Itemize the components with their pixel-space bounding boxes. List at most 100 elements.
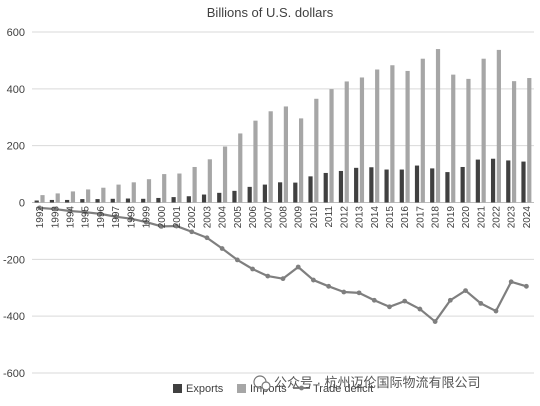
exports-bar <box>49 199 55 203</box>
x-tick-label: 2000 <box>157 206 168 229</box>
x-tick-label: 2001 <box>172 206 183 229</box>
exports-bar <box>201 194 207 203</box>
chart-title: Billions of U.S. dollars <box>207 5 334 20</box>
x-tick-label: 2009 <box>294 206 305 229</box>
imports-bar <box>55 193 60 203</box>
trade-deficit-point <box>402 298 408 304</box>
x-tick-label: 2024 <box>522 206 533 229</box>
trade-deficit-point <box>478 300 484 306</box>
x-tick-label: 2017 <box>415 206 426 229</box>
exports-bar <box>34 200 39 203</box>
trade-deficit-point <box>432 319 438 324</box>
y-tick-label: 0 <box>19 198 25 210</box>
imports-bar <box>329 89 334 203</box>
trade-deficit-point <box>447 297 453 303</box>
imports-bar <box>481 58 486 203</box>
watermark: 公众号 · 杭州迈伦国际物流有限公司 <box>253 375 481 391</box>
legend-label-exports: Exports <box>186 383 224 395</box>
x-tick-label: 2015 <box>385 206 396 229</box>
exports-bar <box>141 198 146 203</box>
exports-bar <box>171 197 176 203</box>
exports-bar <box>338 170 344 203</box>
imports-bar <box>359 77 365 203</box>
exports-bar <box>460 166 465 203</box>
x-tick-label: 2022 <box>491 206 502 229</box>
x-tick-label: 1997 <box>111 206 122 229</box>
imports-bar <box>466 78 471 203</box>
trade-deficit-point <box>204 235 210 241</box>
exports-bar <box>354 167 359 203</box>
trade-deficit-point <box>143 219 149 225</box>
imports-bar <box>435 49 441 203</box>
x-tick-label: 2019 <box>446 206 457 229</box>
imports-bar <box>253 120 258 203</box>
exports-bar <box>217 192 222 203</box>
y-tick-label: 200 <box>7 141 25 153</box>
y-tick-label: -600 <box>3 368 25 380</box>
imports-bar <box>527 78 532 203</box>
trade-deficit-point <box>219 246 225 251</box>
trade-deficit-point <box>280 276 286 282</box>
trade-deficit-point <box>417 306 423 312</box>
imports-bar <box>146 179 152 203</box>
x-tick-label: 1998 <box>126 206 137 229</box>
imports-bar <box>451 74 456 203</box>
trade-deficit-point <box>356 290 362 296</box>
exports-bar <box>278 182 283 203</box>
x-tick-label: 1996 <box>96 206 107 229</box>
y-tick-label: -400 <box>3 311 25 323</box>
exports-bar <box>232 190 237 203</box>
trade-deficit-point <box>326 283 332 289</box>
x-tick-label: 2003 <box>202 206 213 229</box>
trade-deficit-point <box>37 205 43 211</box>
exports-bar <box>293 182 298 203</box>
imports-bar <box>162 174 167 203</box>
x-tick-label: 1994 <box>66 206 77 229</box>
x-tick-label: 2005 <box>233 206 244 229</box>
imports-bar <box>70 191 76 203</box>
exports-bar <box>110 198 115 203</box>
x-tick-label: 2012 <box>339 206 350 229</box>
exports-bar <box>323 172 328 203</box>
grid-lines <box>32 31 534 374</box>
exports-bar <box>247 186 252 203</box>
exports-bar <box>384 169 389 203</box>
y-axis: 600 400 200 0 -200 -400 -600 <box>3 27 25 380</box>
watermark-text: 公众号 · 杭州迈伦国际物流有限公司 <box>274 375 481 390</box>
imports-bar <box>405 70 410 203</box>
exports-bar <box>125 198 131 203</box>
y-tick-label: -200 <box>3 254 25 266</box>
trade-deficit-point <box>98 211 103 217</box>
imports-bar <box>420 58 425 203</box>
trade-deficit-point <box>463 288 468 293</box>
exports-bar <box>186 196 191 203</box>
x-tick-label: 2020 <box>461 206 472 229</box>
imports-bar <box>238 133 243 203</box>
imports-bar <box>222 146 228 203</box>
trade-deficit-point <box>234 257 240 263</box>
x-tick-label: 2023 <box>507 206 518 229</box>
exports-bar <box>490 158 496 203</box>
imports-bar <box>116 184 121 203</box>
x-tick-label: 2013 <box>355 206 366 229</box>
trade-deficit-point <box>250 266 255 272</box>
imports-bar <box>344 81 349 203</box>
x-tick-label: 2002 <box>187 206 198 229</box>
x-axis: 1992 1993 1994 1995 1996 1997 1998 1999 2000 2001… <box>35 206 533 229</box>
x-tick-label: 2004 <box>218 206 229 229</box>
exports-bar <box>80 199 85 203</box>
exports-bar <box>445 172 450 203</box>
exports-bar <box>506 160 511 203</box>
trade-deficit-point <box>371 297 377 303</box>
imports-bar <box>86 189 91 203</box>
legend-swatch-exports <box>173 384 182 393</box>
trade-deficit-point <box>311 277 316 283</box>
legend-swatch-imports <box>237 384 246 393</box>
line-series <box>37 205 529 324</box>
exports-bar <box>430 168 435 203</box>
trade-deficit-point <box>158 223 164 229</box>
x-tick-label: 2007 <box>263 206 274 229</box>
y-tick-label: 600 <box>7 27 25 39</box>
exports-bar <box>65 199 70 203</box>
imports-bar <box>101 187 106 203</box>
